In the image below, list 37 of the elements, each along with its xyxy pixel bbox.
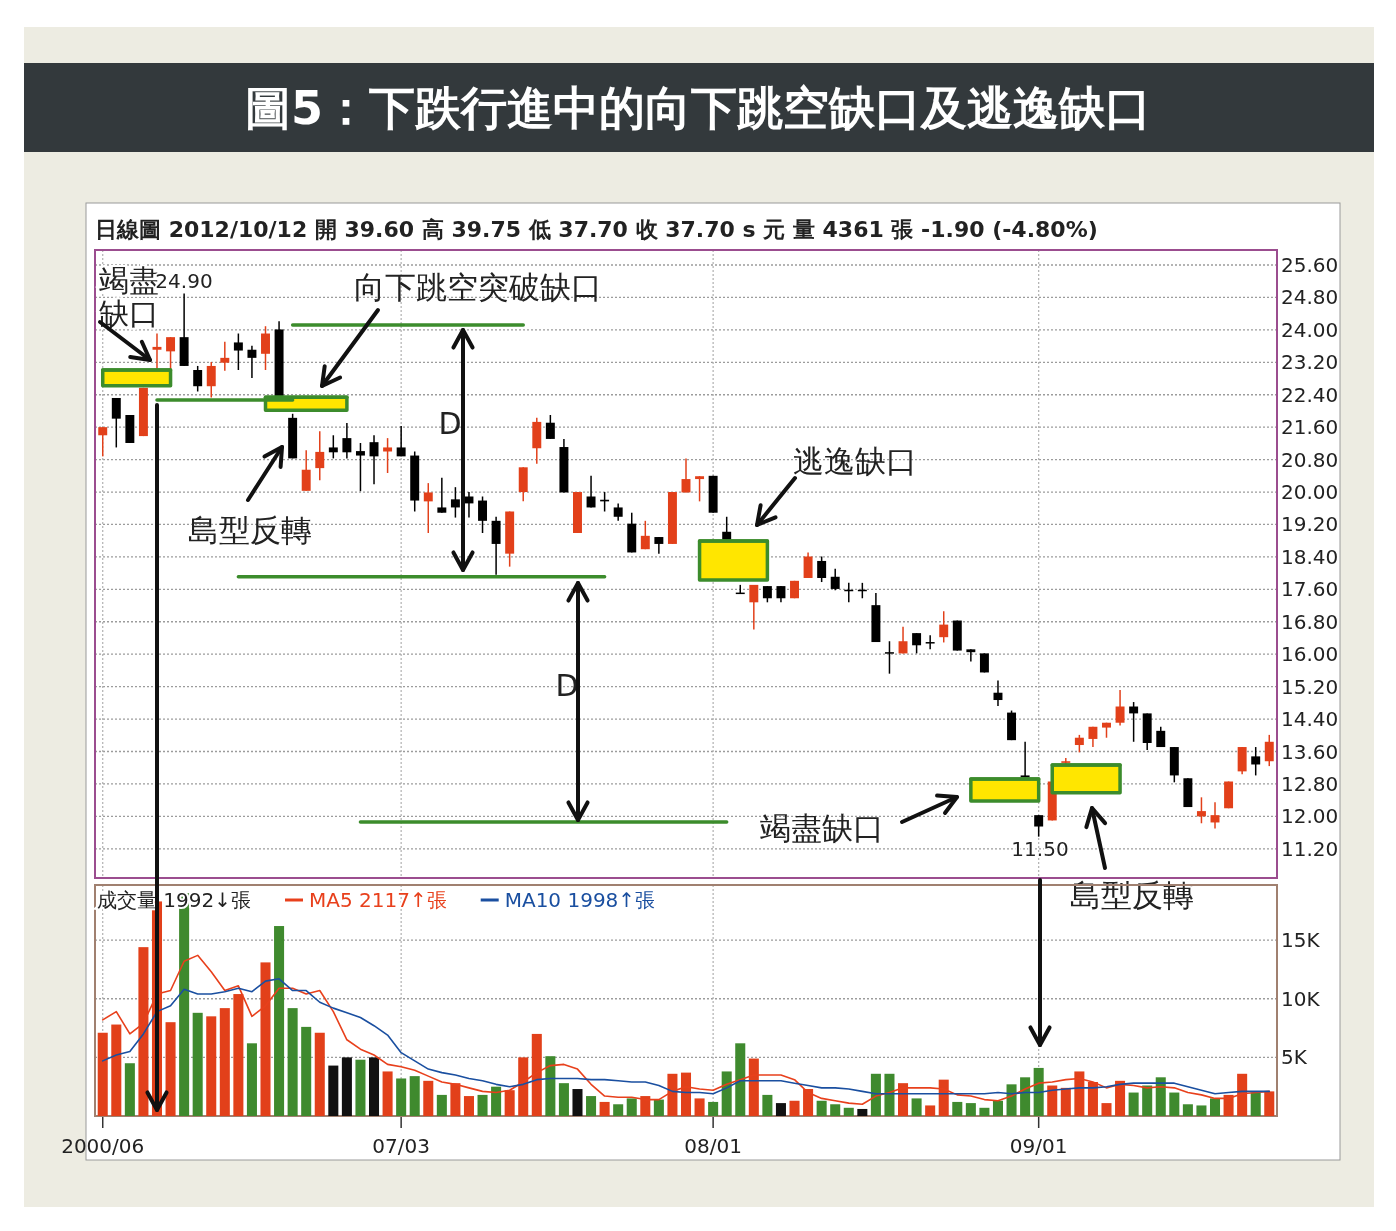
x-tick-label: 09/01 — [1009, 1134, 1068, 1158]
y-tick-label: 15K — [1281, 928, 1321, 953]
y-tick-label: 12.00 — [1281, 804, 1339, 829]
legend-label: MA10 1998↑張 — [504, 888, 656, 912]
y-tick-label: 20.80 — [1281, 447, 1339, 472]
y-tick-label: 18.40 — [1281, 544, 1339, 569]
y-tick-label: 15.20 — [1281, 674, 1339, 699]
annotation: 島型反轉 — [188, 512, 312, 548]
y-tick-label: 21.60 — [1281, 415, 1339, 440]
x-tick-label: 08/01 — [684, 1134, 742, 1158]
x-tick-label: 2000/06 — [61, 1134, 145, 1158]
y-tick-label: 13.60 — [1281, 739, 1339, 764]
annotation: D — [438, 405, 462, 441]
y-tick-label: 5K — [1281, 1045, 1308, 1070]
y-tick-label: 11.20 — [1281, 836, 1339, 861]
legend-label: MA5 2117↑張 — [309, 888, 447, 912]
y-tick-label: 20.00 — [1281, 480, 1339, 505]
x-tick-label: 07/03 — [372, 1134, 430, 1158]
y-tick-label: 24.00 — [1281, 317, 1339, 342]
y-tick-label: 24.80 — [1281, 285, 1339, 310]
annotation: 向下跳空突破缺口 — [354, 269, 602, 305]
y-tick-label: 10K — [1281, 986, 1321, 1011]
annotation: 竭盡缺口 — [760, 810, 884, 846]
y-tick-label: 22.40 — [1281, 382, 1339, 407]
y-tick-label: 25.60 — [1281, 253, 1339, 277]
y-tick-label: 16.80 — [1281, 609, 1339, 634]
y-tick-label: 23.20 — [1281, 350, 1339, 375]
y-tick-label: 19.20 — [1281, 512, 1339, 537]
y-tick-label: 14.40 — [1281, 707, 1339, 732]
annotation: D — [555, 667, 579, 703]
y-tick-label: 17.60 — [1281, 577, 1339, 602]
chart-subtitle: 日線圖 2012/10/12 開 39.60 高 39.75 低 37.70 收 37.70 s 元 量 4361 張 -1.90 (-4.80%) — [95, 216, 1098, 242]
y-tick-label: 16.00 — [1281, 642, 1339, 667]
y-tick-label: 12.80 — [1281, 771, 1339, 796]
annotation: 11.50 — [1011, 836, 1069, 861]
annotation: 逃逸缺口 — [793, 443, 917, 479]
chart-title: 圖5：下跌行進中的向下跳空缺口及逃逸缺口 — [244, 81, 1152, 135]
